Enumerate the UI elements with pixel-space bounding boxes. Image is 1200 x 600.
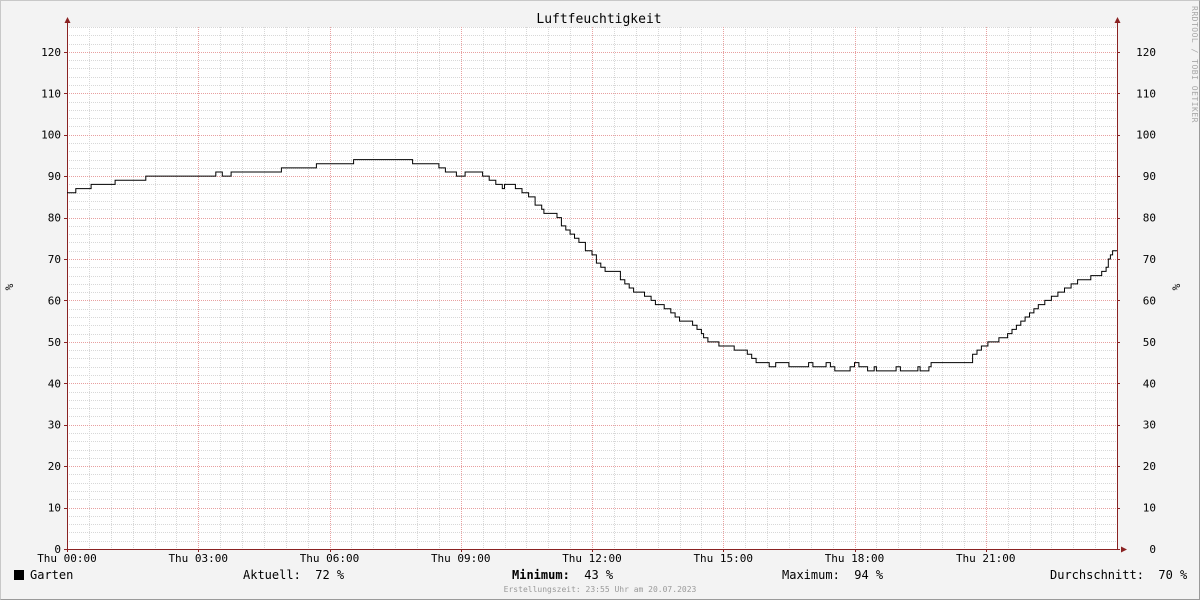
y-tick-label-right: 50 xyxy=(1143,336,1156,349)
y-axis-label-left: % xyxy=(3,283,16,290)
rrdtool-watermark: RRDTOOL / TOBI OETIKER xyxy=(1190,6,1199,123)
y-tick-label-right: 70 xyxy=(1143,253,1156,266)
legend-maximum: Maximum: 94 % xyxy=(782,568,883,582)
x-tick-label: Thu 18:00 xyxy=(825,552,885,565)
y-tick-label-right: 80 xyxy=(1143,212,1156,225)
y-tick-label-left: 50 xyxy=(48,336,61,349)
y-tick-label-left: 60 xyxy=(48,294,61,307)
y-tick-label-left: 70 xyxy=(48,253,61,266)
y-tick-label-left: 90 xyxy=(48,170,61,183)
x-tick-label: Thu 09:00 xyxy=(431,552,491,565)
y-tick-label-left: 0 xyxy=(54,543,61,556)
legend-min-value: 43 % xyxy=(584,568,614,582)
legend-swatch-garten xyxy=(14,570,24,580)
y-tick-label-left: 80 xyxy=(48,212,61,225)
legend-current-value: 72 % xyxy=(315,568,345,582)
y-tick-label-right: 60 xyxy=(1143,294,1156,307)
y-tick-label-left: 100 xyxy=(41,129,61,142)
y-tick-label-right: 100 xyxy=(1136,129,1156,142)
y-tick-label-left: 120 xyxy=(41,46,61,59)
legend-series-name: Garten xyxy=(30,568,74,582)
x-tick-label: Thu 15:00 xyxy=(693,552,753,565)
creation-timestamp: Erstellungszeit: 23:55 Uhr am 20.07.2023 xyxy=(503,585,697,594)
y-tick-label-right: 110 xyxy=(1136,87,1156,100)
series-line-garten xyxy=(67,159,1117,372)
x-tick-label: Thu 00:00 xyxy=(37,552,97,565)
y-tick-label-right: 0 xyxy=(1149,543,1156,556)
legend-minimum: Minimum: 43 % xyxy=(512,568,613,582)
x-tick-label: Thu 06:00 xyxy=(300,552,360,565)
legend-average: Durchschnitt: 70 % xyxy=(1050,568,1187,582)
y-tick-label-left: 20 xyxy=(48,460,61,473)
x-tick-label: Thu 03:00 xyxy=(168,552,228,565)
legend-max-label: Maximum: xyxy=(782,568,840,582)
x-tick-label: Thu 12:00 xyxy=(562,552,622,565)
x-tick-label: Thu 21:00 xyxy=(956,552,1016,565)
legend-max-value: 94 % xyxy=(854,568,884,582)
chart-title: Luftfeuchtigkeit xyxy=(536,12,661,27)
x-axis-arrow xyxy=(1121,546,1127,553)
y-tick-label-right: 120 xyxy=(1136,46,1156,59)
legend-avg-value: 70 % xyxy=(1158,568,1188,582)
legend-min-label: Minimum: xyxy=(512,568,570,582)
y-tick-label-left: 110 xyxy=(41,87,61,100)
y-tick-label-left: 30 xyxy=(48,419,61,432)
y-axis-label-right: % xyxy=(1170,283,1183,290)
legend-current: Aktuell: 72 % xyxy=(243,568,344,582)
y-tick-label-left: 10 xyxy=(48,502,61,515)
legend-current-label: Aktuell: xyxy=(243,568,301,582)
legend-avg-label: Durchschnitt: xyxy=(1050,568,1144,582)
y-axis-arrow-left xyxy=(64,17,71,23)
y-tick-label-right: 90 xyxy=(1143,170,1156,183)
y-tick-label-left: 40 xyxy=(48,377,61,390)
y-tick-label-right: 20 xyxy=(1143,460,1156,473)
plot-area: 0 0 10 10 20 20 30 30 40 40 50 50 60 60 70 70 80 80 90 90 10… xyxy=(37,17,1156,565)
y-tick-label-right: 30 xyxy=(1143,419,1156,432)
y-tick-label-right: 10 xyxy=(1143,502,1156,515)
y-axis-arrow-right xyxy=(1114,17,1121,23)
y-tick-label-right: 40 xyxy=(1143,377,1156,390)
